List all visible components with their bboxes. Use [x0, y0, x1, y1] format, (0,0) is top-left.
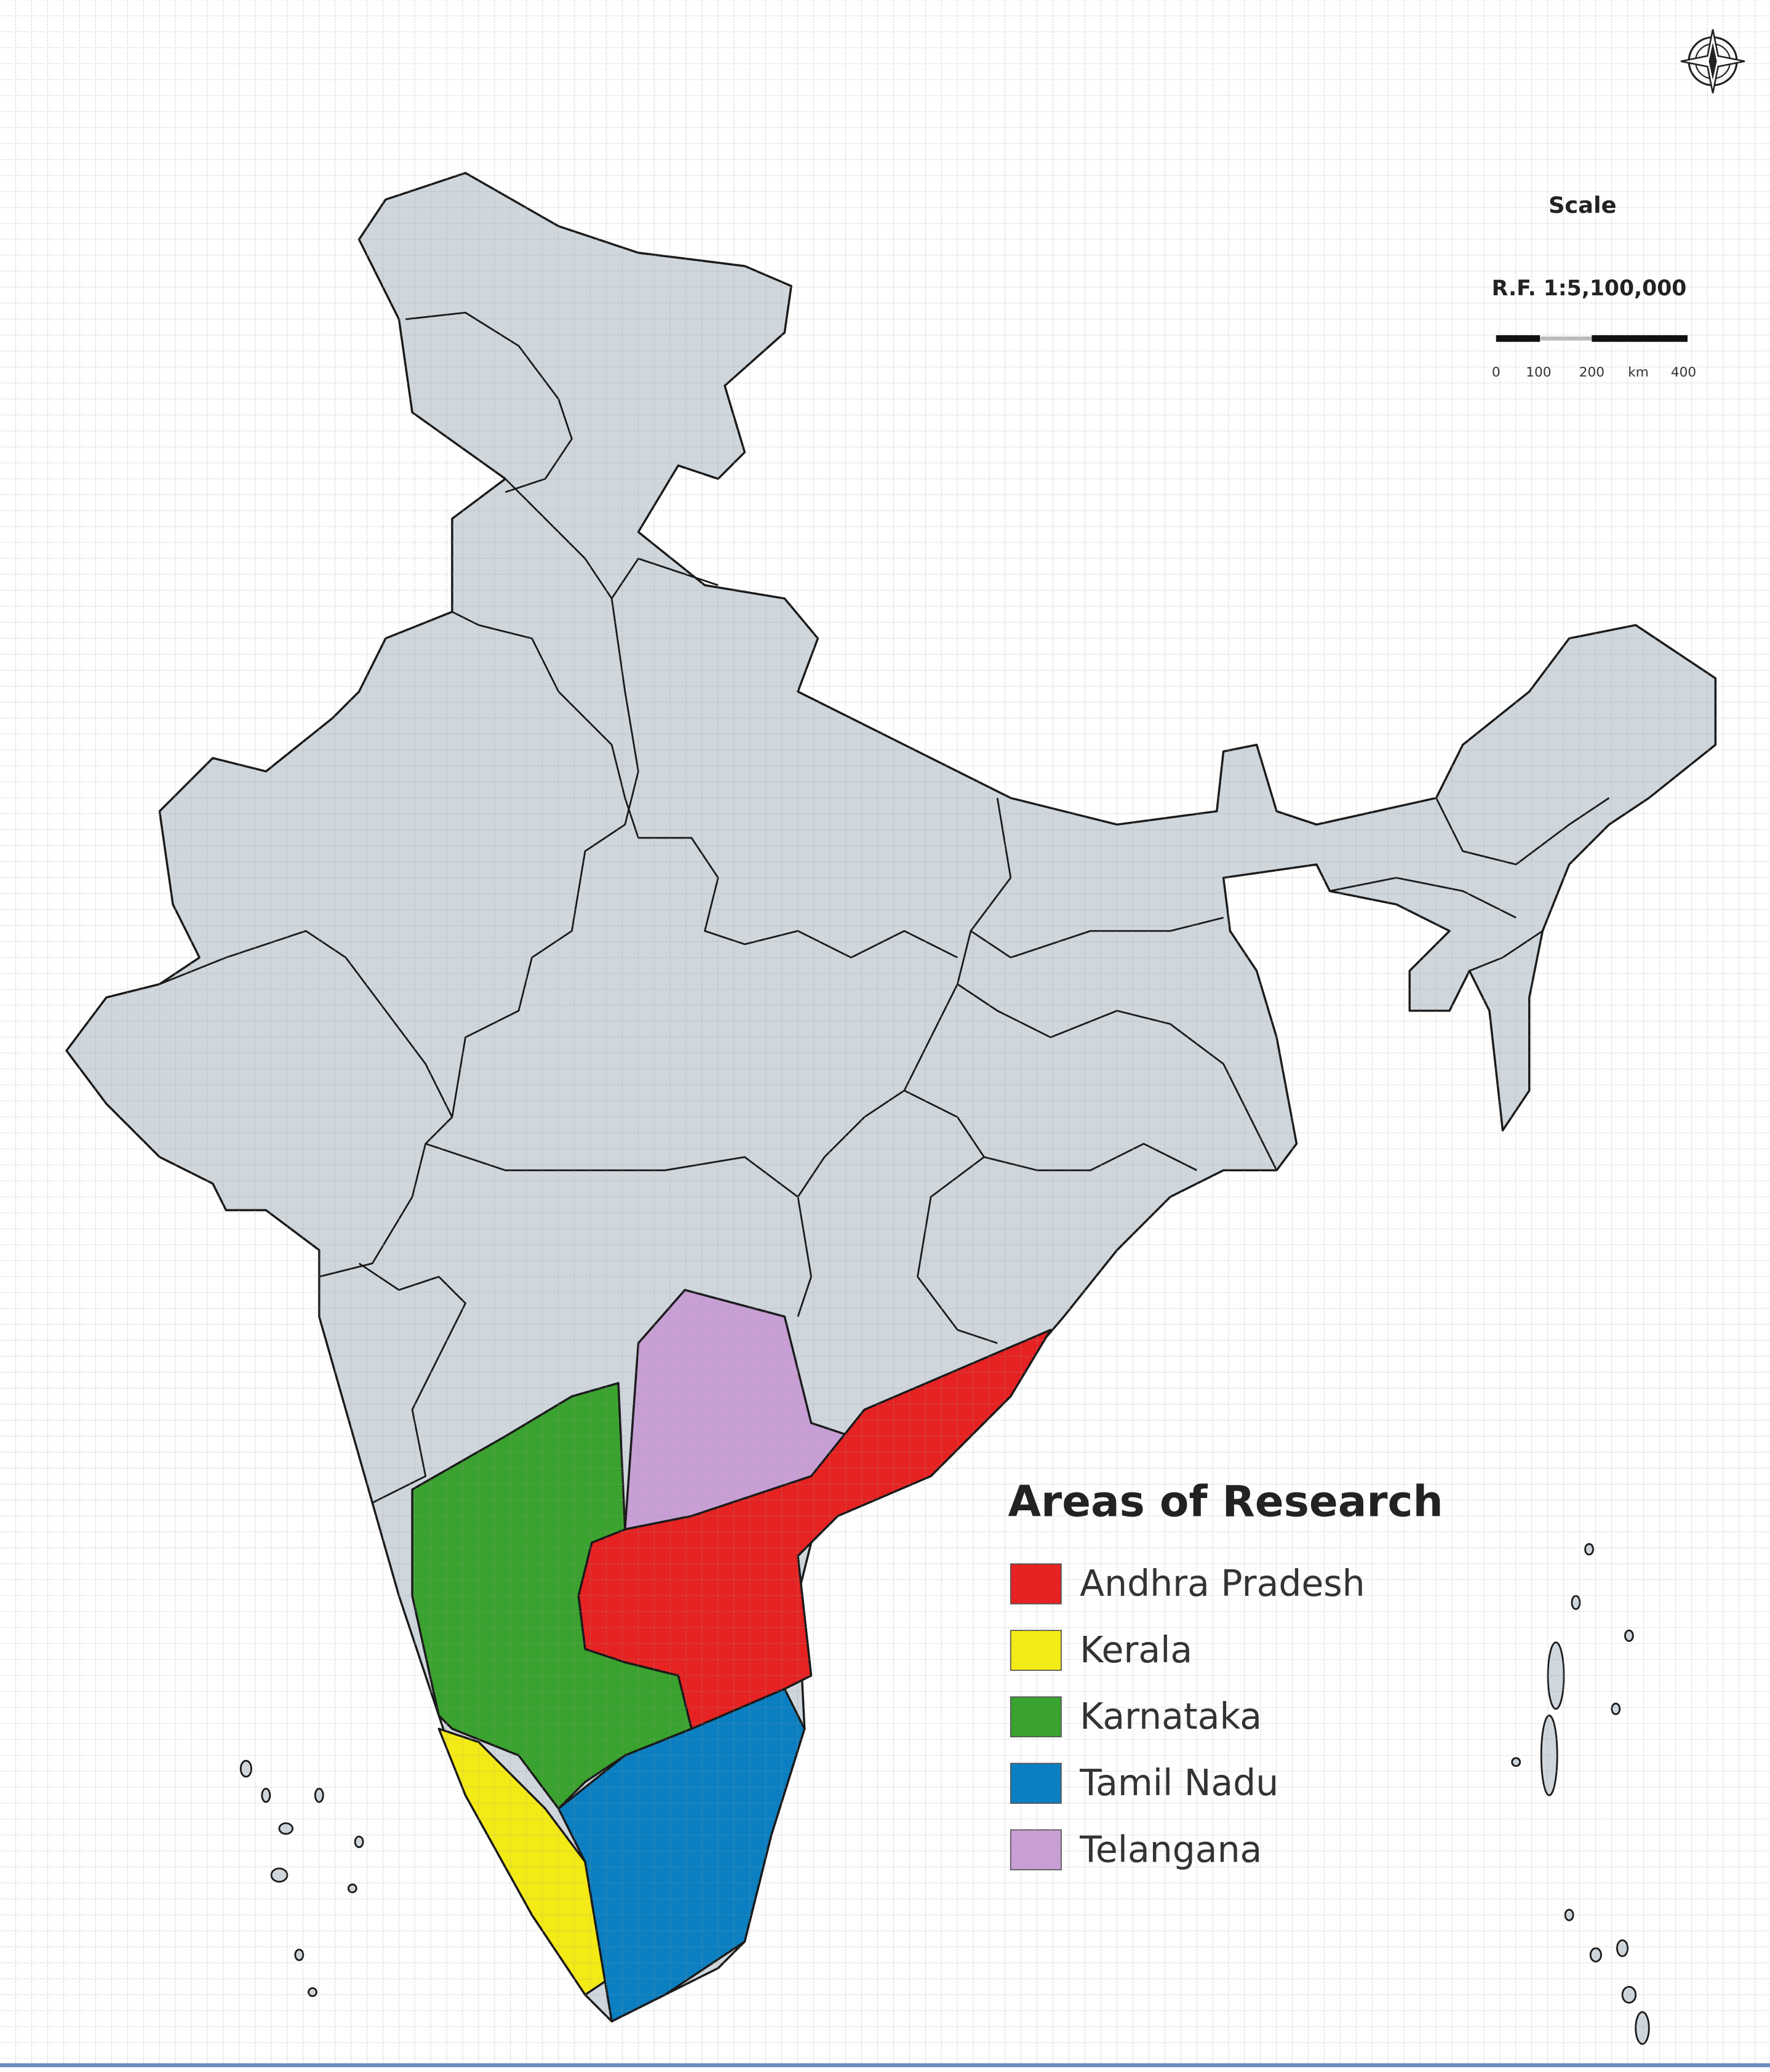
legend-title: Areas of Research	[1008, 1477, 1443, 1526]
scale-ratio: R.F. 1:5,100,000	[1492, 276, 1687, 301]
scale-tick-label: 200	[1579, 365, 1605, 380]
legend-swatch	[1010, 1829, 1062, 1871]
legend-label: Tamil Nadu	[1079, 1762, 1278, 1804]
scale-bar	[1496, 335, 1541, 342]
legend-label: Telangana	[1079, 1828, 1262, 1870]
legend-label: Andhra Pradesh	[1080, 1563, 1365, 1604]
legend: Areas of Research Andhra Pradesh Kerala Ka…	[1008, 1477, 1443, 1870]
legend-swatch	[1010, 1630, 1062, 1671]
legend-swatch	[1010, 1763, 1062, 1804]
scale-tick-label: 0	[1492, 365, 1501, 380]
scale-tick-label: 400	[1671, 365, 1696, 380]
scale-tick-label: km	[1628, 365, 1649, 380]
scale-title: Scale	[1549, 192, 1617, 218]
scale-bar	[1540, 337, 1592, 341]
scale-tick-label: 100	[1526, 365, 1551, 380]
legend-swatch	[1010, 1696, 1062, 1737]
legend-swatch	[1010, 1563, 1062, 1604]
compass	[1680, 29, 1745, 94]
scale: Scale R.F. 1:5,100,000 0 100 200 km 400	[1492, 192, 1696, 380]
scale-bar	[1592, 335, 1688, 342]
legend-label: Kerala	[1080, 1629, 1192, 1671]
legend-label: Karnataka	[1080, 1695, 1262, 1737]
